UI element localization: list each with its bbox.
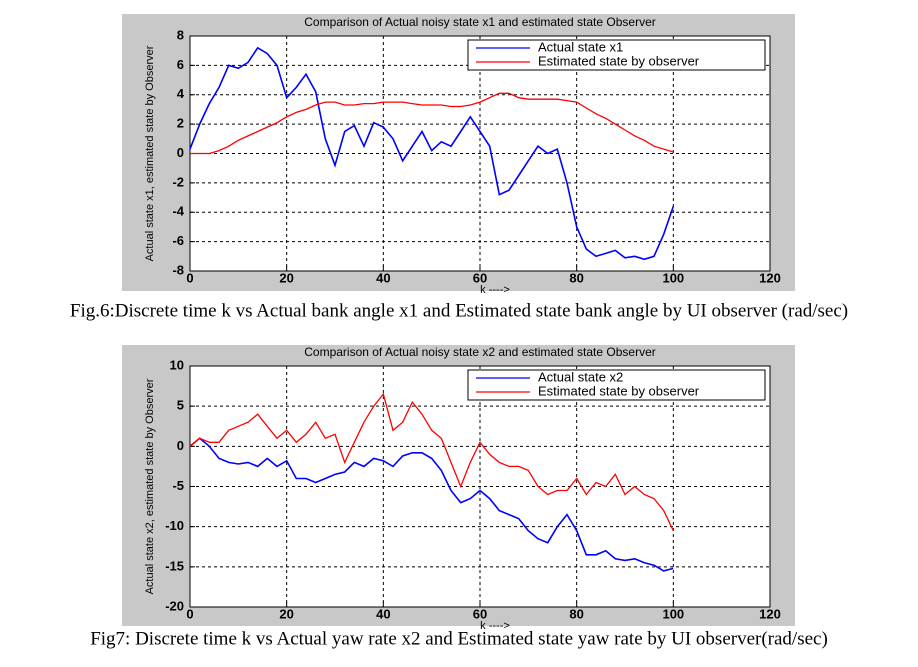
y-tick-label: -10 xyxy=(165,518,184,533)
x-tick-label: 80 xyxy=(569,606,583,621)
y-tick-label: -8 xyxy=(172,262,184,277)
x-tick-label: 60 xyxy=(473,270,487,285)
x-tick-label: 40 xyxy=(376,606,390,621)
y-tick-label: 5 xyxy=(177,398,184,413)
x-tick-label: 0 xyxy=(186,606,193,621)
y-axis-label: Actual state x2, estimated state by Obse… xyxy=(144,378,156,594)
data-line xyxy=(189,46,675,261)
legend-box xyxy=(467,369,766,401)
x-tick-label: 100 xyxy=(662,270,684,285)
y-tick-label: -15 xyxy=(165,558,184,573)
x-axis-label: k ----> xyxy=(480,284,510,296)
x-axis-label: k ----> xyxy=(480,620,510,632)
data-line xyxy=(189,392,674,531)
y-tick-label: 4 xyxy=(177,86,185,101)
x-tick-label: 120 xyxy=(759,270,781,285)
y-tick-label: 0 xyxy=(177,145,184,160)
figure-caption: Fig.6:Discrete time k vs Actual bank ang… xyxy=(70,300,848,321)
y-tick-label: -5 xyxy=(172,478,184,493)
y-axis-label: Actual state x1, estimated state by Obse… xyxy=(144,45,156,261)
legend-box xyxy=(467,39,766,71)
y-tick-label: -4 xyxy=(172,204,184,219)
y-tick-label: 2 xyxy=(177,116,184,131)
y-tick-label: -20 xyxy=(165,598,184,613)
x-tick-label: 60 xyxy=(473,606,487,621)
x-tick-label: 120 xyxy=(759,606,781,621)
legend-label: Estimated state by observer xyxy=(538,53,700,68)
legend-label: Actual state x2 xyxy=(538,369,623,384)
data-line xyxy=(189,437,674,572)
legend-label: Estimated state by observer xyxy=(538,383,700,398)
x-tick-label: 20 xyxy=(279,270,293,285)
x-tick-label: 80 xyxy=(569,270,583,285)
chart-title: Comparison of Actual noisy state x2 and … xyxy=(304,345,656,359)
x-tick-label: 20 xyxy=(279,606,293,621)
y-tick-label: -6 xyxy=(172,233,184,248)
figure-caption: Fig7: Discrete time k vs Actual yaw rate… xyxy=(90,628,828,649)
x-tick-label: 40 xyxy=(376,270,390,285)
data-line xyxy=(190,92,674,155)
chart-title: Comparison of Actual noisy state x1 and … xyxy=(304,15,656,29)
x-tick-label: 0 xyxy=(186,270,193,285)
x-tick-label: 100 xyxy=(662,606,684,621)
y-tick-label: -2 xyxy=(172,174,184,189)
y-tick-label: 0 xyxy=(177,438,184,453)
y-tick-label: 6 xyxy=(177,57,184,72)
y-tick-label: 10 xyxy=(170,357,184,372)
legend-label: Actual state x1 xyxy=(538,39,623,54)
y-tick-label: 8 xyxy=(177,27,184,42)
